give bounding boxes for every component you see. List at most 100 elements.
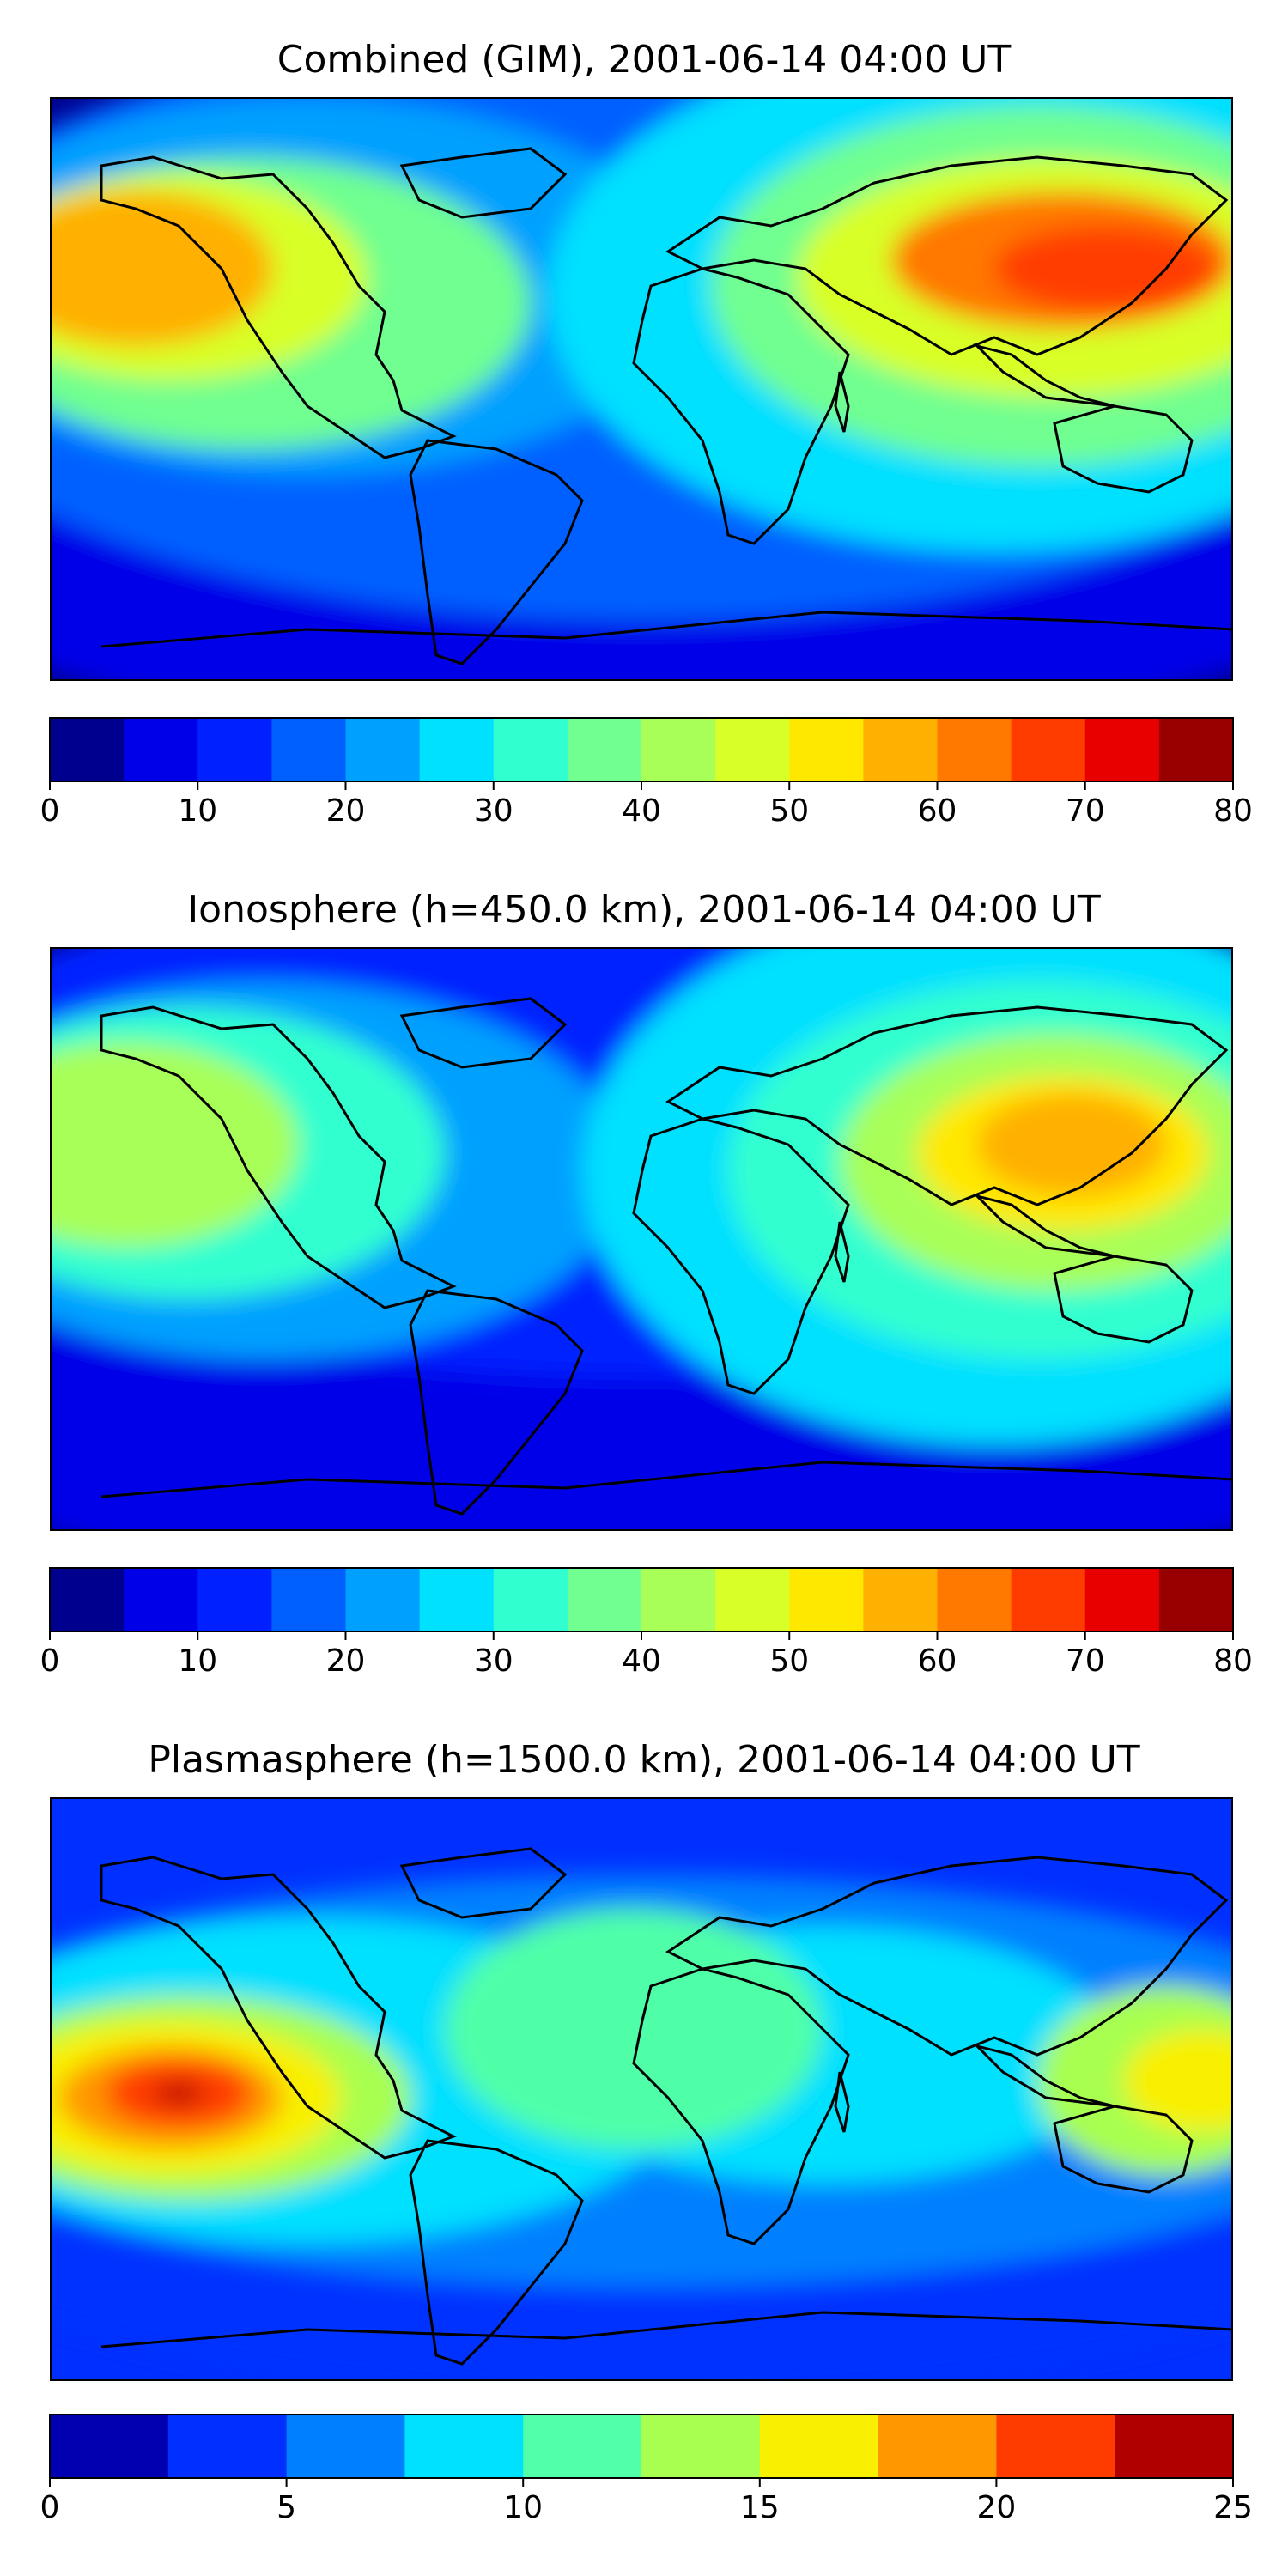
colorbar-tick-label: 80 (1213, 1643, 1253, 1679)
colorbar-segment-4 (345, 1568, 421, 1631)
colorbar-segment-10 (789, 718, 864, 781)
colorbar-tick-label: 20 (325, 1643, 366, 1679)
contour-field (50, 97, 1233, 681)
colorbar-segment-5 (641, 2415, 761, 2478)
coastline-8 (834, 371, 850, 433)
contour-field (50, 1874, 1233, 2381)
colorbar-segment-9 (715, 1568, 790, 1631)
panel-1-colorbar (49, 717, 1234, 790)
colorbar-tick-label: 10 (503, 2490, 544, 2525)
panel-2-colorbar (49, 1567, 1234, 1640)
colorbar-segment-0 (50, 2415, 169, 2478)
colorbar-tick-label: 40 (622, 793, 661, 829)
panel-3-title: Plasmasphere (h=1500.0 km), 2001-06-14 0… (148, 1738, 1140, 1782)
colorbar-segment-13 (1011, 1568, 1086, 1631)
colorbar-segment-7 (567, 1568, 642, 1631)
colorbar-segment-6 (759, 2415, 879, 2478)
colorbar-tick-label: 70 (1065, 1643, 1105, 1679)
map-frame (50, 947, 1233, 1531)
colorbar-segment-3 (271, 718, 346, 781)
contour-field (50, 947, 1233, 1531)
colorbar-segment-6 (493, 1568, 568, 1631)
colorbar-segment-14 (1084, 1568, 1160, 1631)
colorbar-segment-11 (863, 718, 938, 781)
colorbar-segment-2 (197, 1568, 272, 1631)
colorbar-segment-15 (1158, 1568, 1234, 1631)
panel-1-title: Combined (GIM), 2001-06-14 04:00 UT (276, 38, 1012, 82)
colorbar-segment-14 (1084, 718, 1160, 781)
colorbar-tick-label: 0 (39, 793, 60, 829)
coastline-7 (100, 2311, 1233, 2348)
coastline-6 (973, 2044, 1115, 2108)
colorbar-segment-8 (641, 1568, 716, 1631)
panel-2-title: Ionosphere (h=450.0 km), 2001-06-14 04:0… (187, 888, 1101, 932)
map-frame (50, 1797, 1233, 2381)
coastline-7 (100, 611, 1233, 648)
panel-3-colorbar (49, 2414, 1234, 2487)
colorbar-tick-label: 10 (178, 793, 218, 829)
colorbar-segment-1 (167, 2415, 288, 2478)
coastline-5 (1053, 2105, 1194, 2194)
colorbar-segment-0 (50, 1568, 125, 1631)
colorbar-segment-9 (1115, 2415, 1234, 2478)
colorbar-tick-label: 70 (1065, 793, 1105, 829)
colorbar-tick-label: 80 (1213, 793, 1253, 829)
coastline-2 (409, 2139, 584, 2366)
coastline-5 (1053, 404, 1194, 494)
coastline-1 (399, 997, 568, 1069)
contour-region-8 (50, 191, 273, 346)
colorbar-segment-5 (419, 718, 495, 781)
colorbar-segment-1 (124, 1568, 198, 1631)
colorbar-segment-15 (1158, 718, 1234, 781)
coastline-8 (834, 2071, 850, 2133)
colorbar-segment-7 (567, 718, 642, 781)
coastline-3 (632, 1967, 850, 2245)
colorbar-segment-2 (197, 718, 272, 781)
coastline-0 (100, 1005, 457, 1309)
colorbar-tick-label: 15 (739, 2490, 780, 2525)
colorbar-tick-label: 40 (622, 1643, 661, 1679)
colorbar-segment-0 (50, 718, 125, 781)
colorbar-segment-4 (345, 718, 421, 781)
colorbar-segment-4 (523, 2415, 642, 2478)
colorbar-segment-2 (286, 2415, 405, 2478)
colorbar-segment-1 (124, 718, 198, 781)
colorbar-tick-label: 0 (39, 2490, 60, 2525)
colorbar-segment-9 (715, 718, 790, 781)
colorbar-segment-10 (789, 1568, 864, 1631)
colorbar-segment-3 (404, 2415, 524, 2478)
coastline-4 (665, 155, 1229, 356)
contour-region-6 (50, 1042, 299, 1248)
coastline-4 (665, 1005, 1229, 1206)
coastline-3 (632, 1117, 850, 1395)
colorbar-segment-3 (271, 1568, 346, 1631)
colorbar-tick-label: 30 (473, 1643, 513, 1679)
panel-3-map (50, 1797, 1233, 2381)
contour-region-11 (153, 2083, 204, 2104)
coastline-2 (409, 1289, 584, 1516)
coastline-2 (409, 439, 584, 665)
coastline-7 (100, 1461, 1233, 1498)
colorbar-segment-12 (937, 1568, 1012, 1631)
colorbar-segment-6 (493, 718, 568, 781)
colorbar-tick-label: 60 (917, 1643, 957, 1679)
coastline-5 (1053, 1255, 1194, 1344)
colorbar-tick-label: 30 (473, 793, 513, 829)
colorbar-tick-label: 20 (976, 2490, 1017, 2525)
contour-region-8 (1123, 2029, 1233, 2132)
coastline-1 (399, 147, 568, 219)
colorbar-frame (49, 2414, 1234, 2479)
colorbar-segment-8 (641, 718, 716, 781)
colorbar-tick-label: 20 (325, 793, 366, 829)
colorbar-tick-label: 50 (769, 793, 810, 829)
colorbar-tick-label: 50 (769, 1643, 810, 1679)
coastline-1 (399, 1847, 568, 1919)
colorbar-segment-13 (1011, 718, 1086, 781)
colorbar-tick-label: 5 (276, 2490, 297, 2525)
coastline-4 (665, 1856, 1229, 2057)
coastline-8 (834, 1221, 850, 1283)
colorbar-segment-12 (937, 718, 1012, 781)
colorbar-tick-label: 25 (1213, 2490, 1253, 2525)
contour-region-9 (977, 1093, 1166, 1196)
panel-2-map (50, 947, 1233, 1531)
